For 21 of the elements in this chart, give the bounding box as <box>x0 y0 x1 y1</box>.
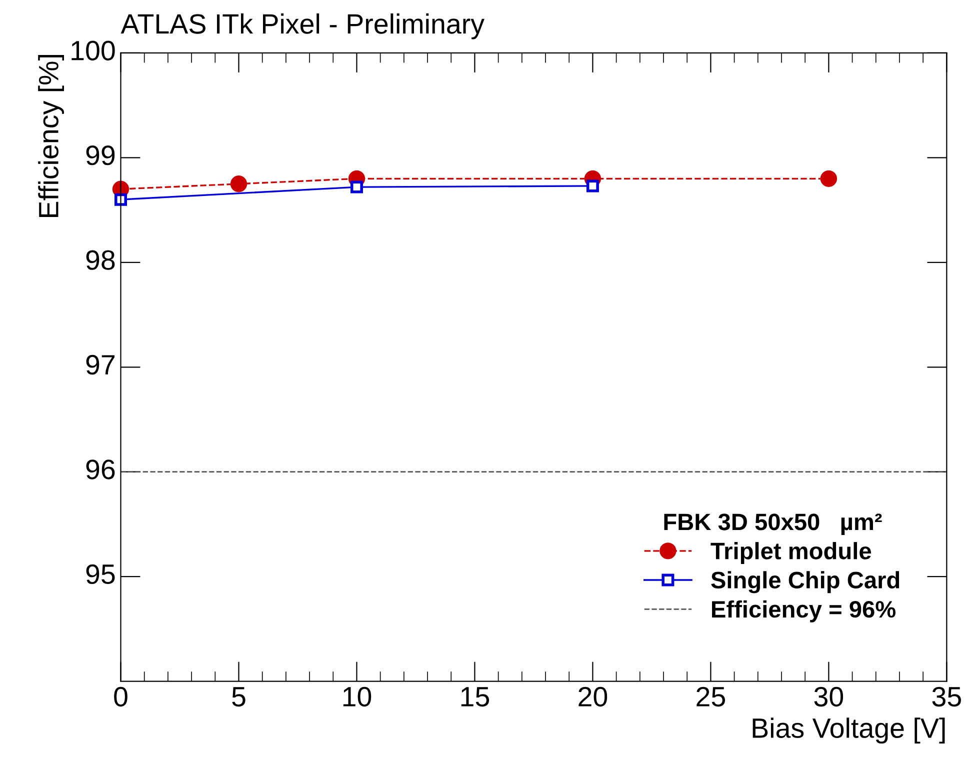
y-tick-label: 95 <box>86 564 115 584</box>
x-tick-label: 35 <box>932 686 961 707</box>
y-tick-label: 97 <box>86 354 114 375</box>
y-tick-label: 96 <box>86 460 115 480</box>
legend-label: Triplet module <box>710 542 872 564</box>
x-tick-label: 0 <box>114 686 128 707</box>
x-tick-label: 15 <box>461 687 490 707</box>
y-tick-label: 98 <box>86 250 115 270</box>
x-tick-label: 20 <box>578 686 608 707</box>
y-tick-label: 99 <box>86 145 115 166</box>
x-axis-title: Bias Voltage [V] <box>752 718 945 744</box>
y-axis-title: Efficiency [%] <box>38 54 64 217</box>
x-tick-label: 30 <box>814 686 844 707</box>
x-tick-label: 25 <box>696 686 725 707</box>
x-tick-label: 5 <box>232 687 246 707</box>
chart-title: ATLAS ITk Pixel - Preliminary <box>120 13 484 40</box>
legend-title: FBK 3D 50x50 µm² <box>664 514 882 535</box>
legend-label: Single Chip Card <box>711 571 900 594</box>
legend-label: Efficiency = 96% <box>712 600 896 622</box>
y-tick-label: 100 <box>72 40 115 60</box>
x-tick-label: 10 <box>343 686 372 707</box>
